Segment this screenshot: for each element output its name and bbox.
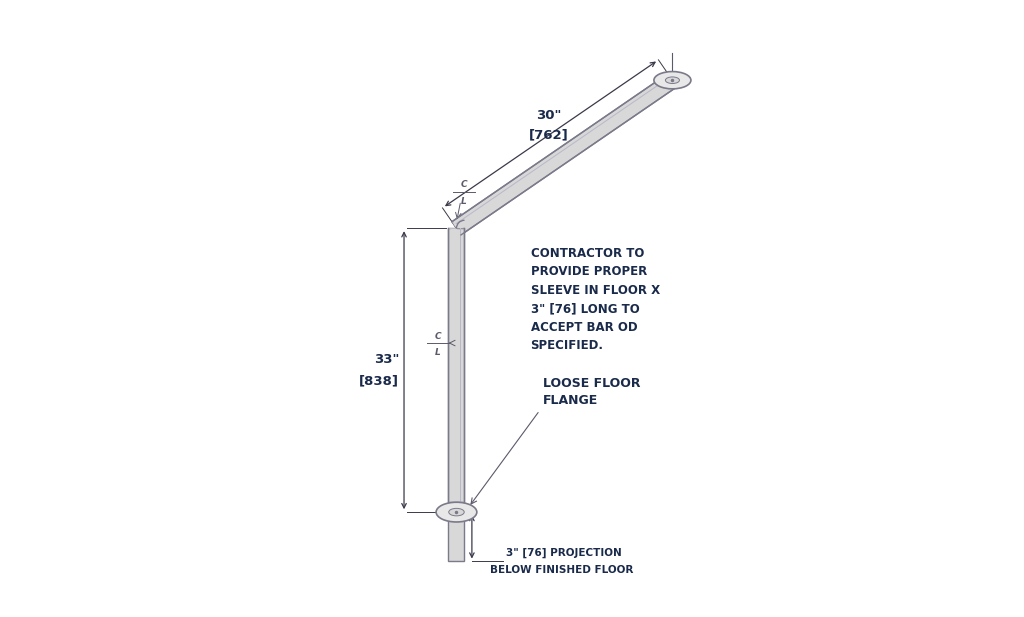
Text: 30": 30" [536,109,561,122]
Ellipse shape [666,77,680,83]
Text: LOOSE FLOOR
FLANGE: LOOSE FLOOR FLANGE [543,377,640,407]
Text: 33": 33" [374,352,399,366]
Polygon shape [452,73,677,235]
Text: L: L [461,197,467,206]
Ellipse shape [449,508,464,516]
Polygon shape [449,222,465,235]
Text: BELOW FINISHED FLOOR: BELOW FINISHED FLOOR [490,565,634,575]
Text: [838]: [838] [359,375,399,388]
Text: 3" [76] PROJECTION: 3" [76] PROJECTION [506,547,622,558]
Ellipse shape [436,502,477,522]
Text: C: C [461,180,467,189]
Text: C: C [434,331,441,341]
Text: L: L [435,348,441,357]
Polygon shape [449,228,465,502]
Polygon shape [449,517,465,561]
Text: CONTRACTOR TO
PROVIDE PROPER
SLEEVE IN FLOOR X
3" [76] LONG TO
ACCEPT BAR OD
SPE: CONTRACTOR TO PROVIDE PROPER SLEEVE IN F… [530,247,659,352]
Ellipse shape [654,72,691,89]
Text: [762]: [762] [528,128,568,141]
